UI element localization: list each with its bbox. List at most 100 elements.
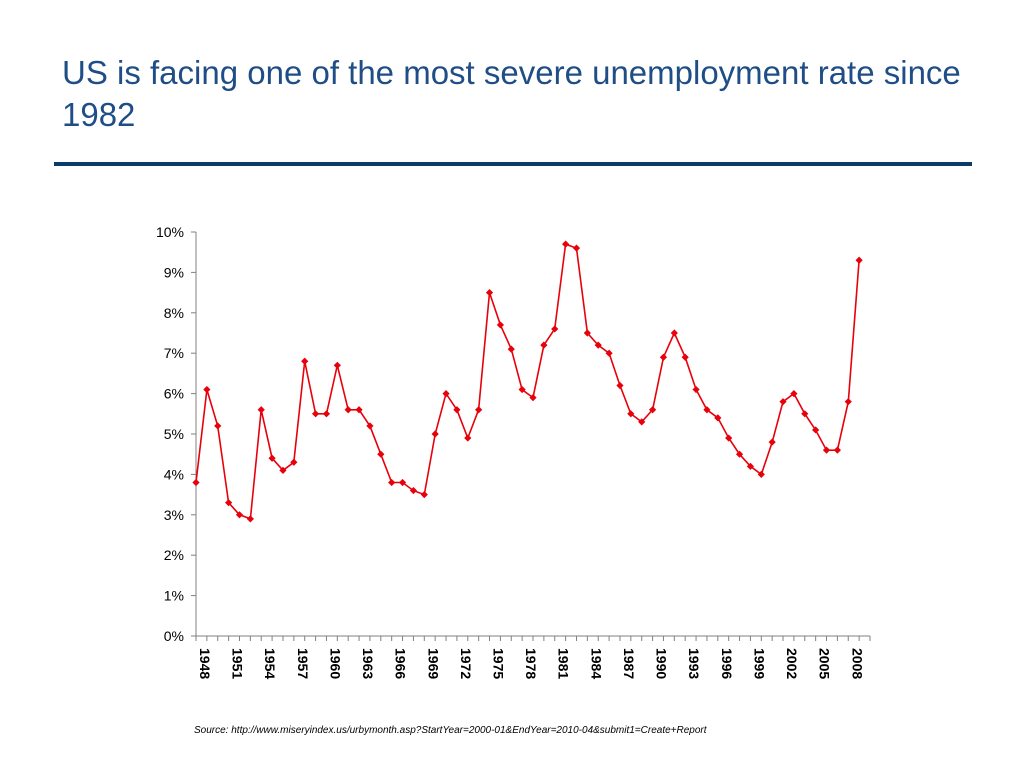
data-point: [757, 470, 765, 478]
data-point: [398, 478, 407, 487]
y-tick-label: 4%: [164, 466, 184, 482]
slide-title: US is facing one of the most severe unem…: [62, 54, 961, 133]
x-tick-label: 1987: [621, 648, 637, 679]
data-point: [681, 353, 689, 361]
x-tick-label: 1969: [425, 648, 441, 679]
x-tick-label: 1978: [523, 648, 539, 679]
data-point: [246, 515, 254, 523]
data-point: [790, 390, 798, 398]
data-point: [420, 491, 428, 499]
data-point: [214, 422, 222, 430]
x-tick-label: 1975: [491, 648, 507, 679]
data-point: [192, 478, 200, 487]
y-axis-ticks: 0% 1% 2% 3% 4% 5% 6% 7% 8% 9% 10%: [156, 224, 196, 644]
data-point: [453, 406, 461, 414]
x-tick-label: 1984: [588, 648, 604, 679]
x-axis-ticks: 1948 1951 1954 1957 1960 1963 1966 1969 1972 1975…: [195, 636, 871, 679]
data-point: [562, 240, 570, 248]
data-point: [659, 353, 668, 361]
data-point: [496, 321, 504, 329]
data-point: [551, 325, 559, 333]
data-point: [812, 426, 820, 434]
data-point: [692, 385, 700, 394]
x-tick-label: 1990: [654, 648, 670, 679]
y-tick-label: 3%: [164, 507, 184, 523]
data-point: [475, 406, 483, 414]
unemployment-line-chart: 0% 1% 2% 3% 4% 5% 6% 7% 8% 9% 10% 1948 1951 1954 1957…: [156, 224, 871, 679]
data-point: [801, 410, 809, 418]
y-tick-label: 9%: [164, 264, 184, 280]
data-point: [540, 341, 548, 349]
data-point: [594, 341, 602, 349]
data-point: [725, 434, 733, 442]
data-point: [344, 406, 352, 414]
data-point: [605, 349, 613, 357]
data-point: [235, 511, 244, 519]
x-tick-label: 1948: [197, 648, 213, 679]
x-tick-label: 1951: [230, 648, 246, 679]
data-point: [529, 394, 537, 402]
y-tick-label: 5%: [164, 426, 184, 442]
data-point: [572, 244, 581, 252]
series-group: [192, 240, 863, 523]
data-point: [507, 345, 515, 353]
data-point: [322, 410, 331, 418]
data-point: [638, 418, 646, 426]
data-point: [518, 385, 526, 394]
y-tick-label: 2%: [164, 547, 184, 563]
x-tick-label: 1954: [262, 648, 278, 679]
data-point: [290, 458, 298, 466]
x-tick-label: 1981: [556, 648, 572, 679]
data-point: [779, 398, 787, 406]
y-tick-label: 6%: [164, 386, 184, 402]
data-point: [735, 450, 744, 458]
data-point: [703, 406, 711, 414]
data-point: [746, 462, 755, 470]
data-point: [768, 438, 776, 446]
x-tick-label: 1996: [719, 648, 735, 679]
data-point: [431, 430, 439, 438]
data-point: [388, 478, 396, 487]
data-point: [627, 410, 635, 418]
data-point: [225, 499, 233, 507]
data-point: [377, 450, 385, 458]
y-tick-label: 7%: [164, 345, 184, 361]
data-point: [311, 410, 320, 418]
data-point: [279, 466, 287, 474]
x-tick-label: 1957: [295, 648, 311, 679]
data-point: [583, 329, 591, 337]
x-tick-label: 1999: [751, 648, 767, 679]
data-point: [366, 422, 374, 430]
x-tick-label: 1960: [327, 648, 343, 679]
x-tick-label: 1993: [686, 648, 702, 679]
data-point: [844, 398, 852, 406]
x-tick-label: 2008: [849, 648, 865, 679]
x-tick-label: 1963: [360, 648, 376, 679]
data-point: [409, 486, 418, 495]
data-point: [333, 361, 341, 369]
data-point: [257, 406, 265, 414]
data-point: [670, 329, 678, 337]
source-note: Source: http://www.miseryindex.us/urbymo…: [194, 725, 707, 736]
y-tick-label: 1%: [164, 588, 184, 604]
y-tick-label: 0%: [164, 628, 184, 644]
data-point: [464, 434, 472, 442]
data-point: [203, 385, 211, 394]
data-point: [833, 446, 841, 454]
data-point: [822, 446, 831, 454]
x-tick-label: 2002: [784, 648, 800, 679]
data-point: [355, 406, 363, 414]
data-point: [485, 289, 494, 297]
x-tick-label: 1966: [393, 648, 409, 679]
data-point: [268, 454, 276, 462]
y-tick-label: 8%: [164, 305, 184, 321]
data-point: [616, 381, 624, 390]
data-point: [648, 406, 657, 414]
x-tick-label: 2005: [817, 648, 833, 679]
data-point: [442, 390, 450, 398]
x-tick-label: 1972: [458, 648, 474, 679]
data-point: [301, 357, 309, 365]
title-divider: [54, 162, 972, 166]
y-tick-label: 10%: [156, 224, 184, 240]
data-point: [714, 414, 722, 422]
